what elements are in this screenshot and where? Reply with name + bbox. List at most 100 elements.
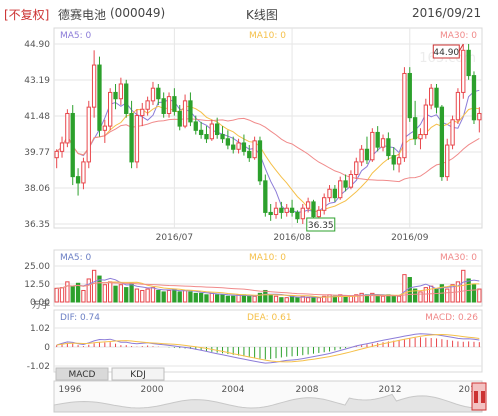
- volume-ma10-line: [56, 281, 480, 298]
- volume-y-tick: 25.00: [24, 262, 50, 272]
- navigator-year-label: 2016: [459, 385, 482, 395]
- volume-bar: [86, 278, 91, 303]
- volume-ma30-line: [56, 282, 480, 297]
- candle: [188, 100, 193, 123]
- candle: [439, 106, 445, 178]
- candle: [279, 207, 284, 213]
- navigator-selection[interactable]: [471, 382, 487, 411]
- high-price-label: 44.90: [433, 48, 459, 58]
- volume-bar: [300, 295, 305, 303]
- volume-bar: [471, 284, 477, 303]
- candle: [225, 138, 231, 146]
- volume-bar: [59, 287, 65, 303]
- candle: [380, 138, 386, 148]
- candle: [445, 144, 450, 178]
- macd-y-tick: 1.02: [30, 324, 50, 334]
- kline-panel: [53, 27, 483, 229]
- candle: [102, 125, 107, 131]
- tab-label-kdj[interactable]: KDJ: [130, 370, 146, 380]
- volume-legend-ma5: MA5: 0: [60, 253, 92, 263]
- candle: [461, 49, 466, 93]
- volume-bar: [257, 292, 263, 303]
- volume-bar: [156, 289, 161, 303]
- volume-bar: [391, 295, 396, 303]
- volume-bar: [225, 295, 231, 303]
- volume-bar: [166, 289, 172, 303]
- low-price-box: [306, 217, 336, 232]
- volume-bar: [209, 292, 214, 303]
- navigator-year-label: 2000: [141, 385, 164, 395]
- volume-bar: [108, 281, 113, 303]
- candle: [263, 180, 268, 213]
- volume-legend-ma30: MA30: 0: [440, 253, 477, 263]
- candle: [418, 134, 423, 140]
- candle: [145, 100, 150, 110]
- volume-bar: [145, 288, 150, 303]
- volume-bar: [65, 281, 70, 303]
- candle: [402, 72, 407, 159]
- candle: [75, 176, 81, 184]
- candle: [354, 161, 359, 176]
- macd-panel: [53, 309, 483, 373]
- volume-bar: [102, 284, 107, 303]
- candle: [97, 64, 102, 131]
- fq-type-label[interactable]: [不复权]: [4, 8, 50, 22]
- kline-y-tick: 43.19: [24, 76, 50, 86]
- candle: [348, 174, 354, 188]
- kline-y-tick: 41.48: [24, 112, 50, 122]
- kline-y-tick: 39.77: [24, 148, 50, 158]
- tab-macd[interactable]: [55, 367, 109, 381]
- candle: [204, 134, 209, 140]
- candle: [477, 112, 482, 121]
- candle: [295, 211, 300, 220]
- volume-bar: [380, 295, 386, 303]
- candle: [338, 180, 343, 199]
- volume-bar: [54, 287, 59, 303]
- macd-dea-line: [56, 333, 480, 363]
- candle: [289, 207, 295, 213]
- navigator-handle-right[interactable]: [481, 391, 485, 403]
- candle: [166, 96, 172, 114]
- macd-dif-line: [56, 333, 480, 364]
- stock-name: 德赛电池: [58, 8, 107, 22]
- volume-bar: [396, 295, 402, 303]
- tab-kdj[interactable]: [111, 367, 165, 381]
- candle: [322, 197, 327, 211]
- volume-bar: [172, 288, 177, 303]
- volume-bar: [124, 287, 129, 303]
- volume-bar: [322, 295, 327, 303]
- volume-bar: [423, 287, 428, 303]
- volume-unit-label: 万手: [32, 299, 50, 311]
- volume-y-tick: 0.00: [30, 298, 50, 308]
- candle: [305, 201, 311, 209]
- macd-y-tick: 0: [44, 343, 50, 353]
- navigator-year-label: 2012: [379, 385, 402, 395]
- low-price-label: 36.35: [308, 221, 334, 231]
- candle: [268, 211, 273, 216]
- tab-label-macd[interactable]: MACD: [69, 370, 96, 380]
- candle: [220, 134, 225, 140]
- candle: [375, 131, 380, 148]
- volume-bar: [359, 292, 364, 303]
- navigator-year-label: 2008: [296, 385, 319, 395]
- kline-legend-ma30: MA30: 0: [440, 31, 477, 41]
- volume-bar: [150, 287, 156, 303]
- navigator-handle-left[interactable]: [474, 391, 478, 403]
- volume-bar: [354, 294, 359, 303]
- candle: [386, 138, 391, 157]
- volume-bar: [129, 282, 134, 303]
- volume-bar: [91, 269, 97, 303]
- ma30-line: [56, 117, 480, 183]
- volume-bar: [193, 292, 198, 303]
- stock-code: (000049): [110, 6, 166, 20]
- candle: [86, 106, 91, 163]
- volume-bar: [279, 297, 284, 303]
- candle: [332, 188, 338, 199]
- volume-bar: [327, 294, 332, 303]
- high-price-box: [432, 44, 460, 59]
- volume-bar: [215, 294, 220, 303]
- chart-kind-title: K线图: [246, 8, 278, 22]
- candle: [455, 91, 461, 121]
- candle: [423, 104, 428, 136]
- volume-y-tick: 12.50: [24, 280, 50, 290]
